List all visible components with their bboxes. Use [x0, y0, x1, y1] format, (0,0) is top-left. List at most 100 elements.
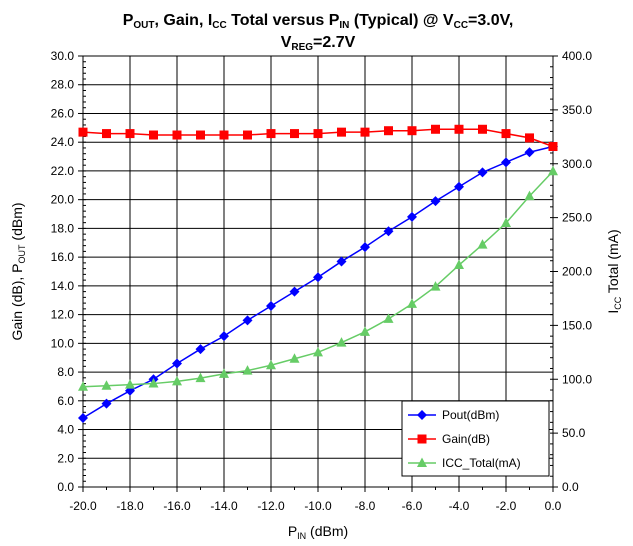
right-y-tick-label: 300.0: [562, 157, 592, 171]
data-point: [289, 286, 300, 297]
data-point: [266, 300, 276, 311]
data-point: [289, 353, 300, 363]
x-tick-label: -20.0: [69, 499, 97, 513]
data-point: [242, 315, 253, 326]
legend-marker: [417, 410, 427, 420]
left-y-tick-label: 10.0: [51, 336, 75, 350]
data-point: [454, 124, 464, 134]
left-y-tick-label: 12.0: [51, 308, 75, 322]
x-tick-label: -6.0: [402, 499, 423, 513]
data-point: [336, 337, 347, 347]
x-tick-label: -12.0: [257, 499, 285, 513]
data-point: [407, 211, 417, 222]
legend-item: Pout(dBm): [408, 408, 499, 422]
series-square: [78, 124, 558, 152]
series-triangle: [78, 165, 558, 391]
x-tick-label: -10.0: [304, 499, 332, 513]
data-point: [266, 129, 276, 139]
series-diamond: [78, 141, 558, 424]
left-y-tick-label: 0.0: [57, 480, 74, 494]
chart-title-line-2: VREG=2.7V: [281, 34, 356, 53]
right-y-tick-label: 200.0: [562, 265, 592, 279]
data-point: [383, 226, 394, 237]
data-point: [524, 190, 535, 201]
right-y-tick-label: 100.0: [562, 372, 592, 386]
data-point: [78, 127, 88, 137]
x-tick-label: -16.0: [163, 499, 191, 513]
data-point: [548, 165, 558, 176]
data-point: [172, 358, 182, 369]
data-point: [430, 281, 441, 291]
legend-label: ICC_Total(mA): [442, 456, 521, 470]
data-point: [501, 129, 511, 139]
left-y-tick-label: 20.0: [51, 193, 75, 207]
data-point: [125, 129, 135, 139]
x-tick-label: -2.0: [496, 499, 517, 513]
right-y-tick-label: 400.0: [562, 49, 592, 63]
legend-item: ICC_Total(mA): [408, 456, 521, 470]
data-point: [195, 344, 206, 355]
data-point: [501, 157, 511, 168]
data-point: [78, 413, 88, 424]
left-y-tick-label: 2.0: [57, 451, 74, 465]
left-y-tick-label: 8.0: [57, 365, 74, 379]
chart-title: POUT, Gain, ICC Total versus PIN (Typica…: [123, 12, 514, 31]
right-y-tick-label: 350.0: [562, 103, 592, 117]
legend: Pout(dBm) Gain(dB) ICC_Total(mA): [401, 400, 550, 477]
legend-item: Gain(dB): [408, 432, 490, 446]
data-point: [525, 133, 534, 143]
legend-marker: [417, 457, 427, 467]
x-tick-label: -4.0: [449, 499, 470, 513]
data-point: [337, 127, 346, 137]
data-point: [524, 147, 535, 158]
data-point: [501, 217, 511, 228]
left-y-tick-label: 4.0: [57, 423, 74, 437]
right-y-axis-ticks: 0.0 50.0 100.0 150.0 200.0 250.0 300.0 350.0 400…: [550, 49, 592, 494]
data-point: [172, 375, 182, 386]
x-tick-label: -14.0: [210, 499, 238, 513]
x-axis-label: PIN (dBm): [288, 523, 348, 541]
data-point: [407, 126, 417, 136]
data-point: [454, 259, 464, 270]
data-point: [101, 380, 112, 390]
data-point: [219, 130, 229, 140]
data-point: [149, 130, 158, 140]
data-point: [78, 381, 88, 391]
data-point: [196, 130, 205, 140]
data-point: [219, 331, 229, 342]
data-point: [102, 129, 111, 139]
data-point: [266, 359, 276, 370]
data-point: [313, 129, 323, 139]
data-point: [313, 272, 323, 283]
data-point: [478, 124, 487, 134]
legend-marker: [417, 434, 427, 444]
data-point: [360, 242, 370, 253]
left-y-axis-label: Gain (dB), POUT (dBm): [9, 202, 27, 340]
data-point: [383, 313, 394, 323]
data-point: [360, 326, 370, 336]
left-y-tick-label: 30.0: [51, 49, 75, 63]
right-y-tick-label: 0.0: [562, 480, 579, 494]
data-point: [431, 124, 440, 134]
left-y-tick-label: 18.0: [51, 221, 75, 235]
data-point: [172, 130, 182, 140]
data-point: [548, 142, 558, 152]
right-y-tick-label: 50.0: [562, 426, 586, 440]
data-point: [313, 346, 323, 357]
data-point: [242, 365, 253, 375]
left-y-tick-label: 28.0: [51, 78, 75, 92]
x-tick-label: -18.0: [116, 499, 144, 513]
x-tick-label: 0.0: [545, 499, 562, 513]
data-point: [454, 181, 464, 192]
data-point: [148, 378, 159, 388]
series-layer: [78, 124, 558, 424]
data-point: [125, 379, 135, 389]
left-y-tick-label: 6.0: [57, 394, 74, 408]
right-y-tick-label: 150.0: [562, 318, 592, 332]
data-point: [219, 368, 229, 378]
data-point: [384, 126, 393, 136]
right-y-tick-label: 250.0: [562, 211, 592, 225]
left-y-tick-label: 14.0: [51, 279, 75, 293]
left-y-tick-label: 26.0: [51, 106, 75, 120]
data-point: [360, 127, 370, 137]
